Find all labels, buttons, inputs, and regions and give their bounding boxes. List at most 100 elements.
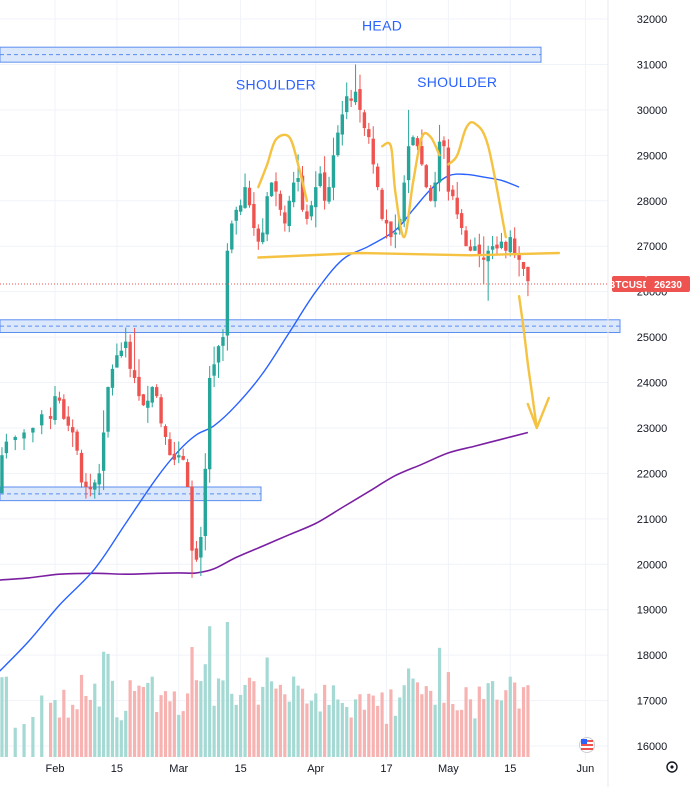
pattern-label: HEAD	[362, 17, 402, 33]
settings-icon[interactable]	[666, 761, 678, 773]
volume-bar	[278, 684, 283, 757]
volume-bar	[230, 693, 234, 757]
candle-body	[261, 232, 265, 243]
candle-body	[93, 482, 97, 490]
candle-body	[508, 237, 512, 253]
candle-body	[185, 462, 190, 488]
volume-bar	[115, 717, 119, 757]
candle-body	[314, 187, 318, 208]
volume-bar	[239, 694, 243, 757]
volume-bar	[84, 695, 88, 757]
breakdown-arrow-shaft	[517, 295, 538, 430]
candle-body	[252, 203, 256, 229]
volume-bar	[513, 682, 517, 757]
candle-body	[70, 427, 75, 433]
volume-bar	[97, 706, 101, 757]
candle-body	[517, 254, 521, 260]
candle-body	[477, 244, 482, 256]
volume-bar	[252, 681, 256, 757]
y-tick-label: 27000	[637, 241, 668, 253]
moving-averages	[0, 173, 529, 672]
candle-body	[168, 439, 172, 456]
candle-body	[375, 166, 380, 188]
candle-body	[62, 399, 66, 419]
volume-bar	[358, 694, 362, 757]
x-tick-label: Apr	[307, 763, 324, 775]
candle-body	[274, 181, 278, 192]
volume-bar	[327, 704, 331, 757]
candle-body	[420, 146, 424, 165]
volume-bar	[155, 711, 159, 757]
candle-body	[154, 387, 159, 397]
candle-body	[331, 155, 336, 188]
candle-body	[495, 244, 499, 249]
volume-bar	[371, 695, 375, 757]
y-tick-label: 20000	[637, 559, 668, 571]
volume-bar	[336, 699, 340, 757]
candle-body	[194, 548, 199, 560]
candle-body	[442, 140, 446, 147]
candle-body	[190, 486, 194, 551]
volume-bar	[22, 724, 26, 757]
volume-bar	[53, 700, 57, 757]
volume-bar	[468, 699, 473, 757]
volume-bar	[305, 703, 309, 757]
x-tick-label: 15	[111, 763, 123, 775]
candle-body	[424, 165, 428, 188]
volume-bar	[367, 693, 371, 757]
volume-bar	[150, 676, 154, 757]
volume-bar	[424, 686, 428, 757]
x-tick-label: 15	[235, 763, 247, 775]
volume-bar	[451, 704, 455, 757]
volume-bar	[283, 694, 287, 757]
volume-bar	[318, 711, 322, 757]
y-tick-label: 30000	[637, 105, 668, 117]
flag-icon[interactable]	[579, 737, 595, 753]
candle-body	[446, 147, 451, 192]
volume-bar	[380, 692, 384, 757]
candle-body	[291, 182, 296, 203]
candle-body	[283, 212, 287, 224]
candle-body	[97, 473, 101, 485]
volume-bar	[407, 668, 411, 757]
y-tick-label: 18000	[637, 650, 668, 662]
candle-body	[230, 223, 234, 250]
volume-bar	[460, 709, 464, 757]
breakdown-arrow-head	[526, 396, 550, 430]
x-tick-label: May	[438, 763, 459, 775]
y-tick-label: 28000	[637, 196, 668, 208]
candle-body	[362, 112, 367, 129]
volume-bar	[504, 690, 508, 757]
price-axis: 16000 17000 18000 19000 20000 21000 22000 23000…	[637, 14, 668, 753]
volume-bar	[508, 676, 512, 757]
volume-bar	[93, 683, 97, 757]
volume-bar	[124, 710, 128, 757]
candle-body	[172, 453, 177, 460]
volume-bar	[420, 694, 424, 757]
volume-bar	[323, 684, 327, 757]
volume-bar	[398, 697, 402, 757]
candle-body	[322, 172, 327, 201]
candle-body	[132, 370, 137, 378]
candle-body	[106, 387, 110, 432]
volume-bar	[177, 714, 181, 757]
annotations: HEAD SHOULDER SHOULDER	[236, 17, 497, 92]
volume-bar	[186, 693, 190, 757]
candle-body	[238, 205, 243, 212]
volume-bar	[261, 686, 265, 757]
volume-bar	[437, 647, 442, 757]
candle-body	[402, 182, 406, 222]
y-tick-label: 24000	[637, 378, 668, 390]
volume-bar	[269, 681, 274, 757]
grid	[0, 0, 608, 760]
candle-body	[265, 196, 269, 235]
head-and-shoulders-pattern	[257, 120, 561, 430]
volume-bar	[199, 681, 203, 757]
candle-body	[318, 173, 322, 186]
volume-bar	[190, 647, 194, 757]
candle-body	[110, 368, 115, 388]
volume-bar	[274, 688, 278, 757]
x-tick-label: Mar	[169, 763, 188, 775]
volume-bar	[265, 657, 269, 757]
